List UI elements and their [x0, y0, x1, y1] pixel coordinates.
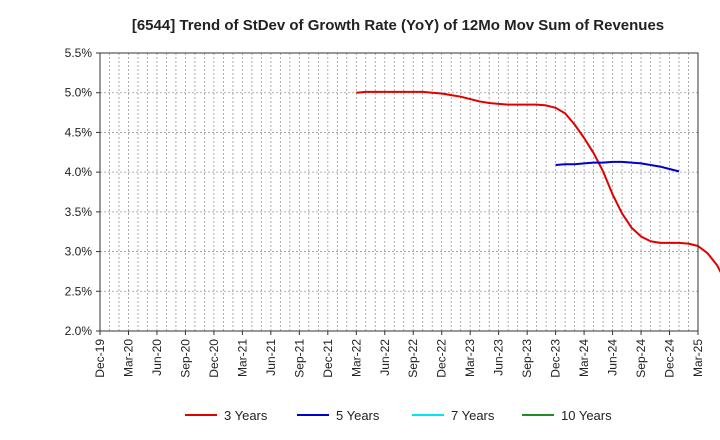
x-tick-label: Jun-24 [606, 339, 620, 376]
x-tick-label: Mar-24 [577, 339, 591, 377]
x-tick-label: Sep-24 [634, 339, 648, 378]
legend-label-3-years: 3 Years [224, 408, 268, 423]
legend-label-7-years: 7 Years [451, 408, 495, 423]
x-tick-label: Sep-22 [406, 339, 420, 378]
y-tick-label: 2.5% [65, 284, 93, 298]
y-axis: 2.0% 2.5% 3.0% 3.5% 4.0% 4.5% 5.0% 5.5% [65, 46, 100, 338]
y-tick-label: 5.5% [65, 46, 93, 60]
legend-label-5-years: 5 Years [336, 408, 380, 423]
x-tick-label: Mar-21 [235, 339, 249, 377]
x-tick-label: Mar-22 [349, 339, 363, 377]
series-line-3-years [356, 90, 720, 274]
y-tick-label: 4.5% [65, 125, 93, 139]
y-tick-label: 5.0% [65, 86, 93, 100]
y-tick-label: 3.5% [65, 205, 93, 219]
x-tick-label: Dec-23 [549, 339, 563, 378]
x-tick-label: Dec-24 [663, 339, 677, 378]
series-lines [356, 90, 720, 274]
x-tick-label: Jun-21 [264, 339, 278, 376]
x-tick-label: Mar-23 [463, 339, 477, 377]
x-tick-label: Jun-22 [378, 339, 392, 376]
x-tick-label: Sep-20 [178, 339, 192, 378]
x-tick-label: Dec-19 [93, 339, 107, 378]
y-tick-label: 2.0% [65, 324, 93, 338]
chart-title: [6544] Trend of StDev of Growth Rate (Yo… [132, 17, 664, 34]
legend: 3 Years 5 Years 7 Years 10 Years [185, 408, 612, 423]
x-tick-label: Mar-20 [121, 339, 135, 377]
plot-frame [99, 52, 699, 332]
x-tick-label: Dec-22 [435, 339, 449, 378]
y-tick-label: 4.0% [65, 165, 93, 179]
series-line-5-years [555, 160, 680, 173]
y-tick-label: 3.0% [65, 245, 93, 259]
x-tick-label: Jun-23 [492, 339, 506, 376]
x-tick-label: Mar-25 [691, 339, 705, 377]
x-tick-label: Jun-20 [150, 339, 164, 376]
grid-lines [99, 52, 699, 332]
x-tick-label: Sep-21 [292, 339, 306, 378]
legend-label-10-years: 10 Years [561, 408, 612, 423]
x-tick-label: Sep-23 [520, 339, 534, 378]
x-tick-label: Dec-21 [321, 339, 335, 378]
x-axis: Dec-19 Mar-20 Jun-20 Sep-20 Dec-20 Mar-21 Jun-… [93, 331, 705, 378]
x-tick-label: Dec-20 [207, 339, 221, 378]
